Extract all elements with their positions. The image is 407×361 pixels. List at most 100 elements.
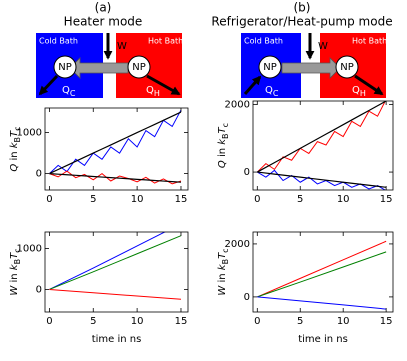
y-axis-label-part: B [221,259,230,265]
x-tick-label: 10 [131,316,144,327]
y-axis-label-part: in [217,145,228,160]
series-line [49,111,182,175]
x-tick-label: 0 [46,316,52,327]
np-label: NP [263,62,277,73]
y-axis-label: W in kBTc [9,248,22,295]
plot-frame [44,231,189,313]
cold-bath-label: Cold Bath [39,37,78,46]
y-axis-label-part: c [13,248,22,252]
x-tick-label: 10 [131,194,144,205]
y-axis-label-part: c [221,123,230,127]
y-tick-label: 2000 [225,99,250,110]
qh-label: QH [146,85,160,98]
heat-arrow [354,74,384,96]
x-tick-label: 0 [254,194,260,205]
series-line [257,296,387,310]
q: Q [265,85,273,96]
series-line [49,232,166,290]
panel-label: (b) [294,1,311,15]
y-axis-label-part: k [9,263,20,270]
y-tick-label: 0 [36,169,42,180]
panel-title: Refrigerator/Heat-pump mode [211,15,392,29]
y-axis-label-part: W [217,285,228,296]
x-axis-label: time in ns [92,334,142,345]
series-line [257,240,387,298]
y-tick-label: 1000 [17,243,42,254]
plot-frame [44,107,189,191]
y-axis-label-part: T [217,126,228,133]
x-tick-label: 5 [90,194,96,205]
series-line [49,288,182,300]
y-tick-label: 0 [244,167,250,178]
y-axis-label-part: T [9,130,20,137]
y-axis-label: Q in kBTc [217,123,230,168]
y-axis-label-part: k [217,263,228,270]
q: Q [146,85,154,96]
y-axis-label-part: B [13,137,22,143]
np-label: NP [132,62,146,73]
x-tick-label: 10 [337,194,350,205]
panel-label: (a) [95,1,112,15]
np [127,55,151,79]
hot-bath-label: Hot Bath [352,37,387,46]
y-axis-label: W in kBTc [217,248,230,295]
y-axis-label-part: T [217,252,228,259]
flow-arrow [281,57,341,79]
heat-arrow [38,74,59,96]
plot-frame [252,100,394,191]
hot-bath-label: Hot Bath [148,37,183,46]
sub: C [70,89,76,98]
np [258,55,282,79]
series-line [257,169,386,190]
qc-label: QC [62,85,76,98]
y-axis-label-part: c [221,248,230,252]
qh-label: QH [352,85,366,98]
sub: C [273,89,279,98]
y-axis-label: Q in kBTc [9,126,22,171]
work-label: W [117,41,127,52]
x-tick-label: 15 [175,194,188,205]
x-tick-label: 0 [254,316,260,327]
x-tick-label: 15 [380,194,393,205]
y-axis-label-part: T [9,252,20,259]
x-tick-label: 5 [90,316,96,327]
y-tick-label: 1000 [17,128,42,139]
panel-title: Heater mode [64,15,143,29]
cold-bath-label: Cold Bath [244,37,283,46]
x-tick-label: 15 [380,316,393,327]
series-line [257,101,387,173]
y-axis-label-part: in [9,148,20,163]
y-axis-label-part: k [9,141,20,148]
y-tick-label: 2000 [225,239,250,250]
y-tick-label: 0 [244,292,250,303]
q: Q [62,85,70,96]
x-tick-label: 0 [46,194,52,205]
heat-arrow [146,74,181,96]
y-tick-label: 0 [36,284,42,295]
sub: H [360,89,366,98]
series-line [257,251,387,298]
np [53,55,77,79]
series-line [257,171,387,188]
y-axis-label-part: Q [9,164,20,172]
y-axis-label-part: k [217,138,228,145]
y-axis-label-part: in [217,270,228,285]
x-tick-label: 5 [297,316,303,327]
sub: H [154,89,160,98]
np-label: NP [340,62,354,73]
y-axis-label-part: in [9,270,20,285]
y-axis-label-part: W [9,285,20,296]
heat-arrow [243,75,262,95]
series-line [49,235,182,290]
flow-arrow [69,57,129,79]
x-tick-label: 5 [297,194,303,205]
y-axis-label-part: c [13,126,22,130]
series-line [256,101,386,173]
x-tick-label: 10 [337,316,350,327]
series-line [49,173,182,183]
y-axis-label-part: B [13,259,22,265]
x-tick-label: 15 [175,316,188,327]
qc-label: QC [265,85,279,98]
y-axis-label-part: Q [217,160,228,168]
series-line [49,109,182,174]
